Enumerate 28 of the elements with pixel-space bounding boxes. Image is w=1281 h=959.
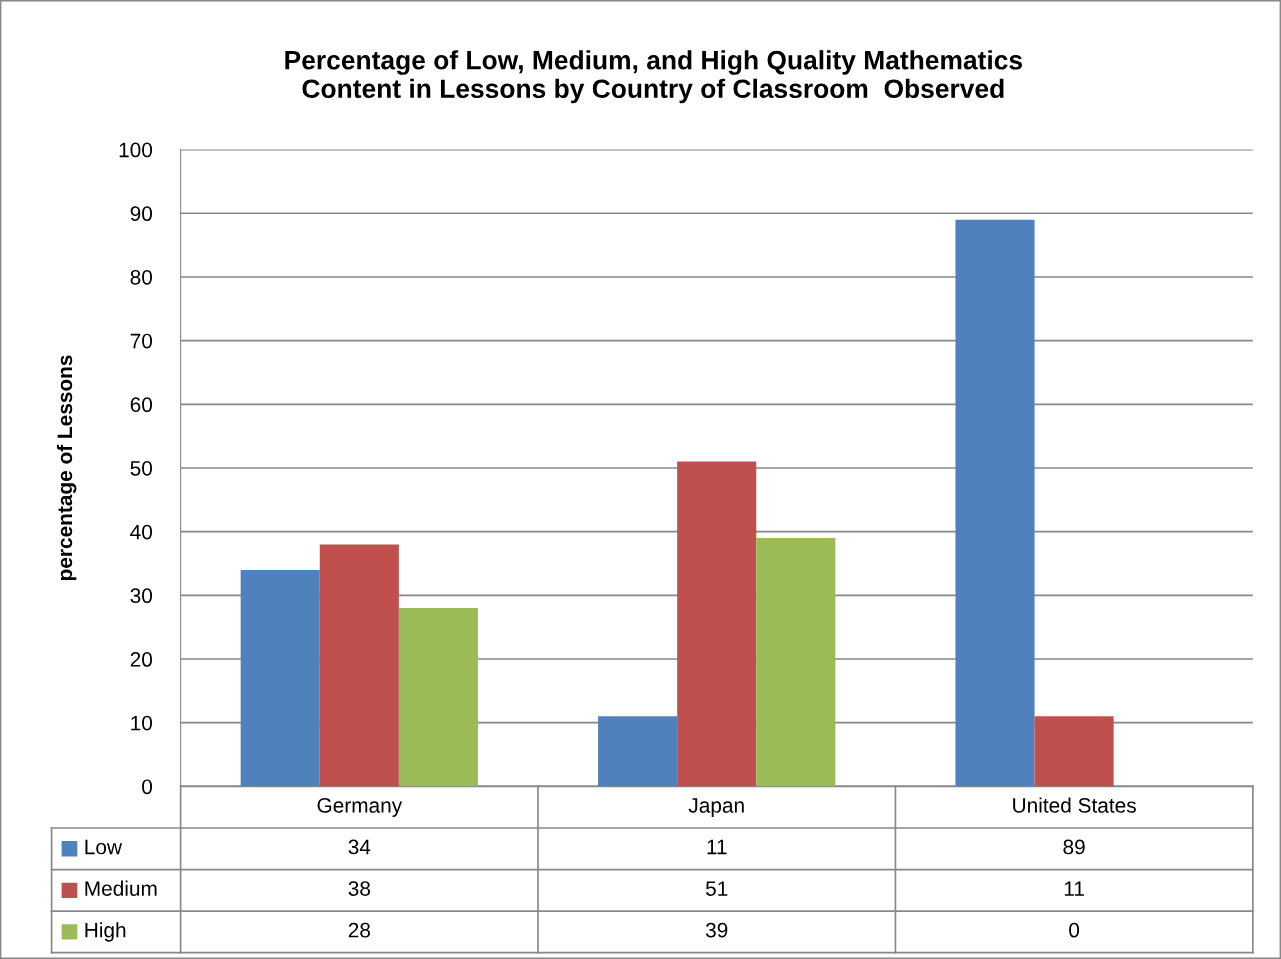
- y-tick-label: 40: [130, 524, 153, 540]
- y-tick-label: 60: [130, 397, 153, 413]
- x-tick-label: United States: [1013, 797, 1136, 813]
- x-tick-label: Japan: [688, 798, 744, 817]
- legend-label: High: [85, 922, 126, 942]
- y-tick-label: 100: [119, 142, 153, 158]
- y-tick-label: 70: [130, 333, 153, 349]
- y-tick-label: 20: [130, 652, 153, 667]
- data-label: 11: [707, 839, 727, 855]
- legend-label: Low: [85, 839, 123, 855]
- y-tick-label: 30: [130, 588, 153, 604]
- y-tick-label: 90: [130, 206, 153, 222]
- data-label: 28: [348, 922, 370, 938]
- y-tick-label: 0: [142, 779, 153, 795]
- data-label: 34: [348, 839, 371, 855]
- x-tick-label: Germany: [317, 798, 403, 817]
- legend-label: Medium: [85, 880, 157, 896]
- data-label: 89: [1063, 839, 1085, 855]
- data-label: 38: [348, 881, 370, 896]
- y-axis-title: percentage of Lessons: [56, 355, 77, 581]
- data-label: 11: [1064, 881, 1084, 896]
- y-tick-label: 50: [130, 460, 153, 476]
- chart-title: Percentage of Low, Medium, and High Quality Mathematics Content in Lessons by Country of Classroom Observed: [285, 50, 1022, 104]
- data-label: 51: [705, 881, 728, 896]
- y-tick-label: 80: [130, 269, 153, 285]
- data-label: 0: [1069, 922, 1080, 938]
- y-tick-label: 10: [131, 715, 153, 731]
- data-label: 39: [705, 922, 728, 938]
